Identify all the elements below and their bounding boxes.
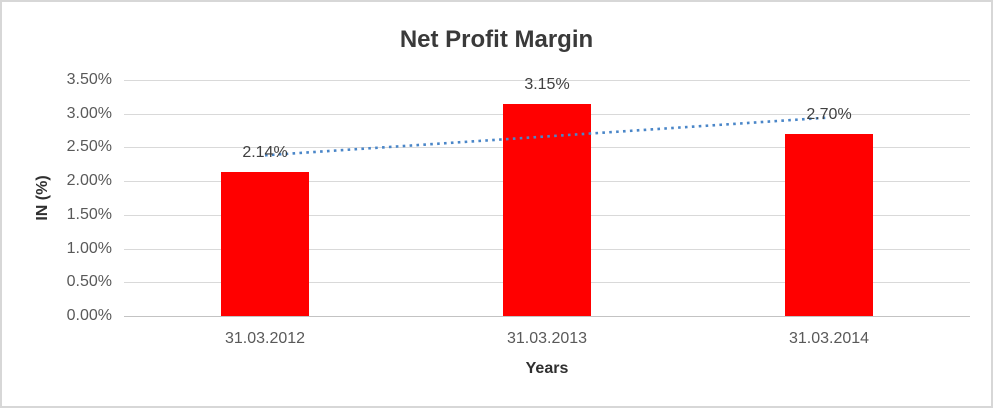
y-tick-label: 1.50% — [66, 206, 112, 223]
y-tick-label: 0.00% — [66, 307, 112, 324]
y-tick-label: 1.00% — [66, 240, 112, 257]
bar — [221, 172, 309, 316]
bar-data-label: 3.15% — [524, 76, 570, 93]
y-tick-label: 2.00% — [66, 172, 112, 189]
y-tick-label: 3.00% — [66, 105, 112, 122]
x-axis-line — [124, 316, 970, 317]
y-tick-label: 2.50% — [66, 138, 112, 155]
x-axis-title: Years — [525, 360, 569, 377]
gridline — [124, 80, 970, 81]
category-label: 31.03.2013 — [506, 330, 588, 347]
chart-title: Net Profit Margin — [399, 26, 594, 53]
bar — [503, 104, 591, 316]
y-tick-label: 0.50% — [66, 273, 112, 290]
bar-data-label: 2.70% — [806, 106, 852, 123]
category-label: 31.03.2014 — [788, 330, 870, 347]
y-tick-label: 3.50% — [66, 71, 112, 88]
bar — [785, 134, 873, 316]
bar-data-label: 2.14% — [242, 144, 288, 161]
category-label: 31.03.2012 — [224, 330, 306, 347]
